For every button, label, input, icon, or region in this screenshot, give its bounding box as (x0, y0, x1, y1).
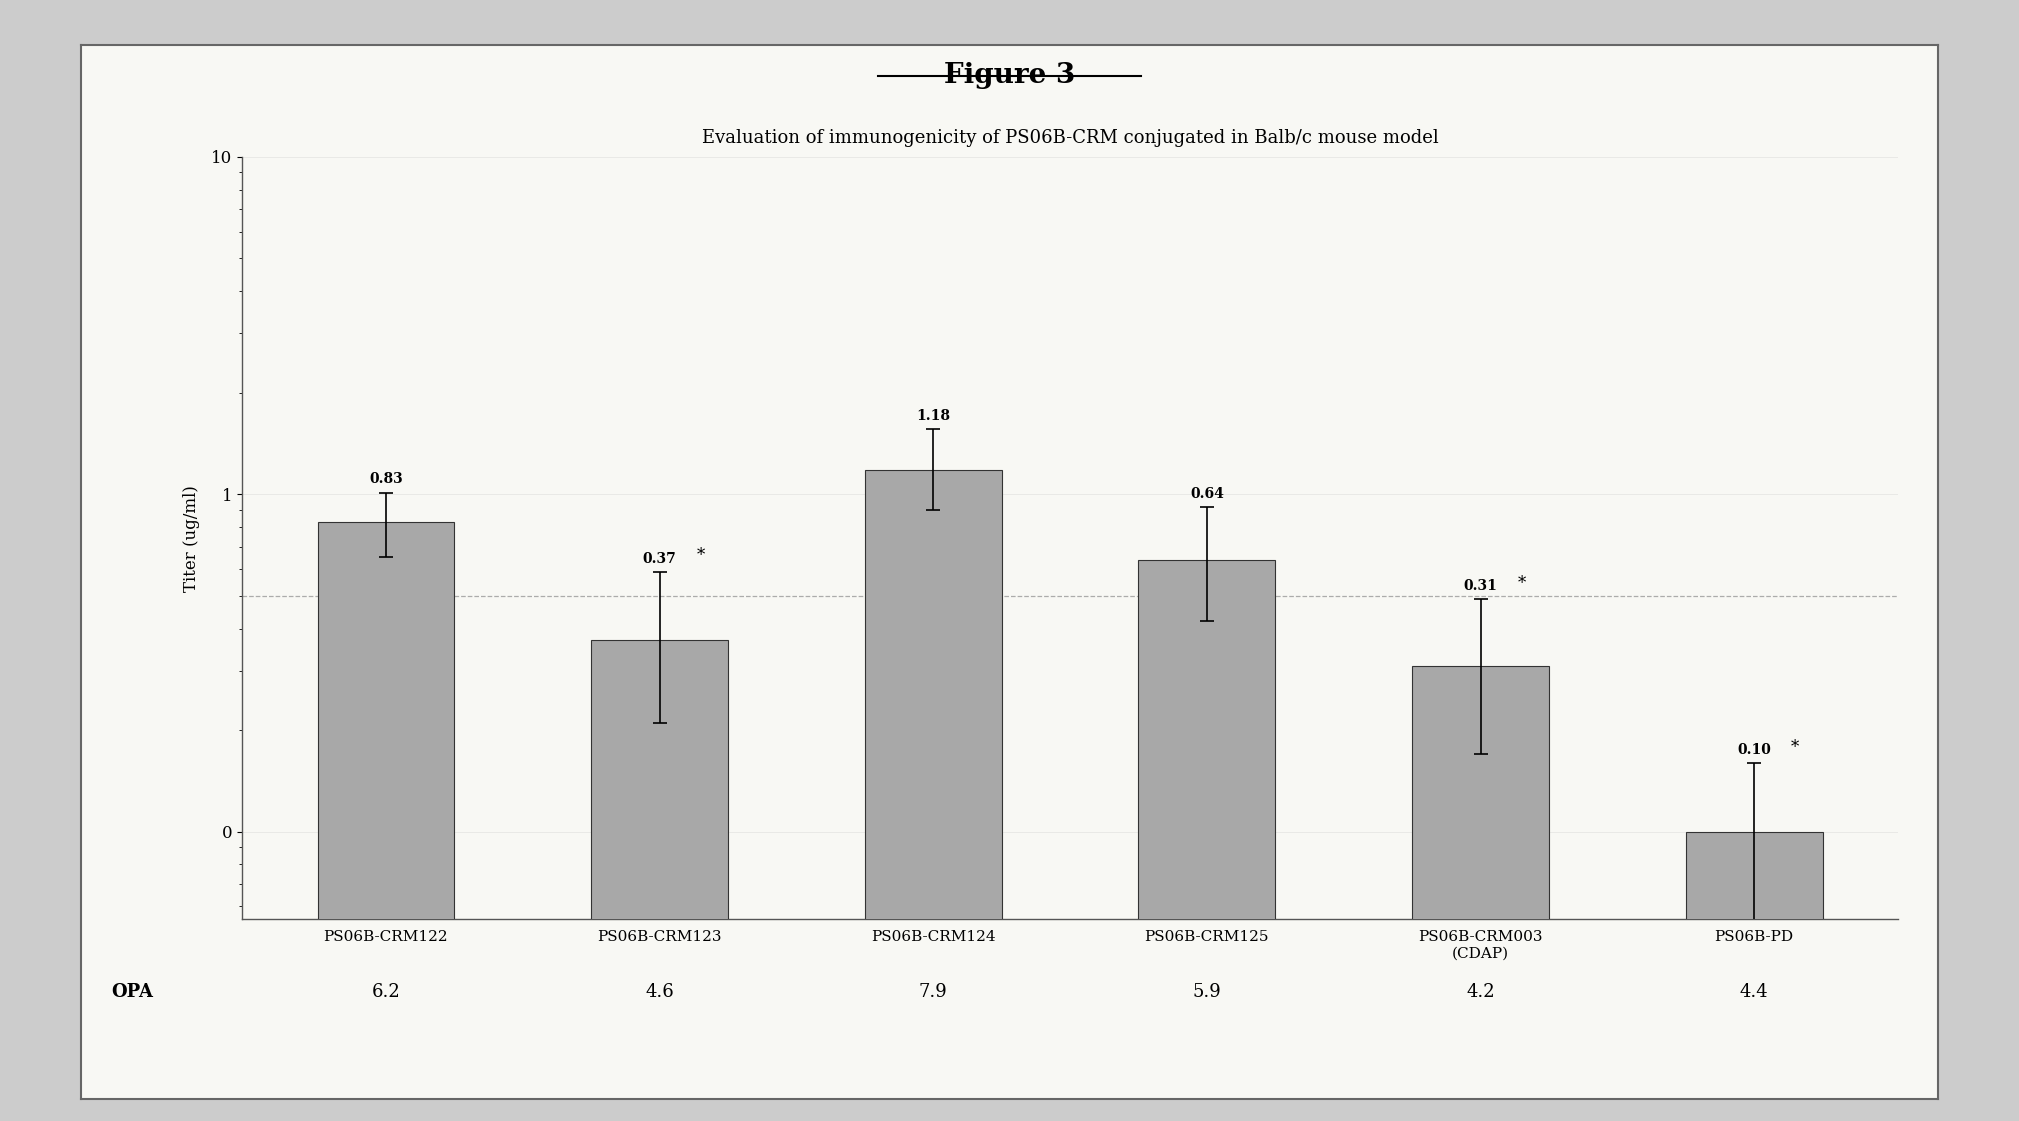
Text: 6.2: 6.2 (371, 983, 400, 1001)
Y-axis label: Titer (ug/ml): Titer (ug/ml) (184, 484, 200, 592)
Text: 7.9: 7.9 (919, 983, 947, 1001)
Bar (1139, 559, 1276, 1121)
Bar (864, 470, 1001, 1121)
Text: 4.4: 4.4 (1740, 983, 1769, 1001)
Text: *: * (1518, 575, 1526, 592)
Bar (1686, 832, 1823, 1121)
Text: 1.18: 1.18 (917, 409, 951, 423)
Text: 4.6: 4.6 (646, 983, 674, 1001)
Text: 0.37: 0.37 (642, 553, 676, 566)
Title: Evaluation of immunogenicity of PS06B-CRM conjugated in Balb/c mouse model: Evaluation of immunogenicity of PS06B-CR… (703, 129, 1438, 147)
Text: *: * (697, 547, 705, 564)
Text: *: * (1791, 739, 1799, 756)
Text: 0.10: 0.10 (1736, 743, 1771, 758)
Text: Figure 3: Figure 3 (943, 62, 1076, 89)
Text: OPA: OPA (111, 983, 153, 1001)
Bar (1411, 666, 1549, 1121)
Bar (592, 640, 729, 1121)
Text: 0.31: 0.31 (1464, 580, 1498, 593)
Text: 0.83: 0.83 (369, 472, 404, 485)
Text: 0.64: 0.64 (1189, 487, 1224, 500)
Bar (317, 521, 454, 1121)
Text: 5.9: 5.9 (1193, 983, 1221, 1001)
Text: 4.2: 4.2 (1466, 983, 1494, 1001)
